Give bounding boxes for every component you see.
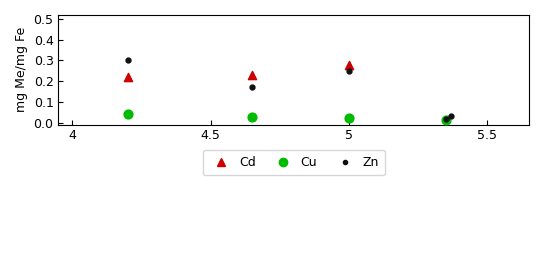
Point — [248, 115, 257, 120]
Point — [248, 85, 257, 90]
Legend: Cd, Cu, Zn: Cd, Cu, Zn — [202, 150, 385, 175]
Point — [248, 73, 257, 77]
Point — [447, 114, 456, 118]
Point — [442, 118, 450, 123]
Point — [123, 58, 132, 63]
Point — [123, 75, 132, 79]
Point — [345, 69, 354, 73]
Y-axis label: mg Me/mg Fe: mg Me/mg Fe — [15, 27, 28, 112]
Point — [345, 116, 354, 121]
Point — [442, 117, 450, 122]
Point — [345, 62, 354, 67]
Point — [123, 112, 132, 116]
